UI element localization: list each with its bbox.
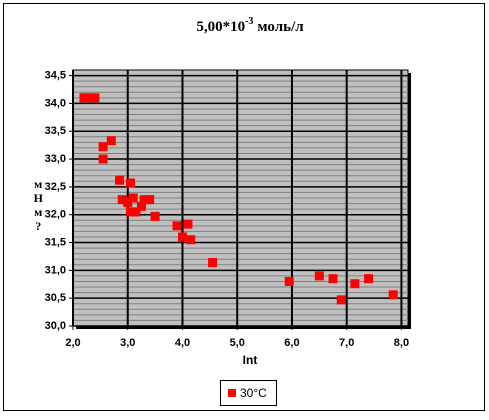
point <box>150 211 160 221</box>
chart-title: 5,00*10-3 моль/л <box>196 16 304 35</box>
title-text: 5,00*10 <box>196 19 245 35</box>
y-axis-label: мНм? <box>31 177 45 233</box>
point <box>136 201 146 211</box>
point <box>314 271 324 281</box>
point <box>328 274 338 284</box>
x-tick-label: 7,0 <box>339 337 354 349</box>
point <box>106 136 116 146</box>
x-tick-label: 6,0 <box>284 337 299 349</box>
point <box>98 154 108 164</box>
point <box>145 195 155 205</box>
title-unit: моль/л <box>257 19 304 35</box>
x-tick-label: 2,0 <box>65 337 80 349</box>
point <box>131 207 141 217</box>
point <box>84 93 94 103</box>
point <box>125 207 135 217</box>
point <box>172 221 182 231</box>
point <box>98 142 108 152</box>
x-tick-label: 4,0 <box>175 337 190 349</box>
x-axis-label: Int <box>243 353 258 367</box>
legend-label: 30°C <box>240 386 267 400</box>
y-tick-label: 33,5 <box>45 125 66 137</box>
y-tick-label: 30,0 <box>45 320 66 332</box>
point <box>123 197 133 207</box>
point <box>79 93 89 103</box>
y-tick-label: 32,5 <box>45 181 66 193</box>
point <box>115 175 125 185</box>
point <box>128 193 138 203</box>
point <box>117 195 127 205</box>
point <box>90 93 100 103</box>
point <box>186 235 196 245</box>
point <box>364 274 374 284</box>
y-tick-label: 34,5 <box>45 69 66 81</box>
x-tick-label: 3,0 <box>120 337 135 349</box>
y-tick-label: 33,0 <box>45 153 66 165</box>
y-tick-label: 31,0 <box>45 264 66 276</box>
point <box>208 258 218 268</box>
y-tick-label: 31,5 <box>45 236 66 248</box>
y-tick-label: 32,0 <box>45 209 66 221</box>
point <box>125 178 135 188</box>
point <box>388 290 398 300</box>
point <box>336 295 346 305</box>
legend-marker <box>228 389 236 397</box>
title-exponent: -3 <box>245 16 253 27</box>
y-tick-label: 34,0 <box>45 97 66 109</box>
x-tick-label: 8,0 <box>394 337 409 349</box>
point <box>177 232 187 242</box>
point <box>183 219 193 229</box>
x-tick-label: 5,0 <box>230 337 245 349</box>
point <box>284 276 294 286</box>
point <box>139 195 149 205</box>
y-tick-label: 30,5 <box>45 292 66 304</box>
point <box>350 279 360 289</box>
